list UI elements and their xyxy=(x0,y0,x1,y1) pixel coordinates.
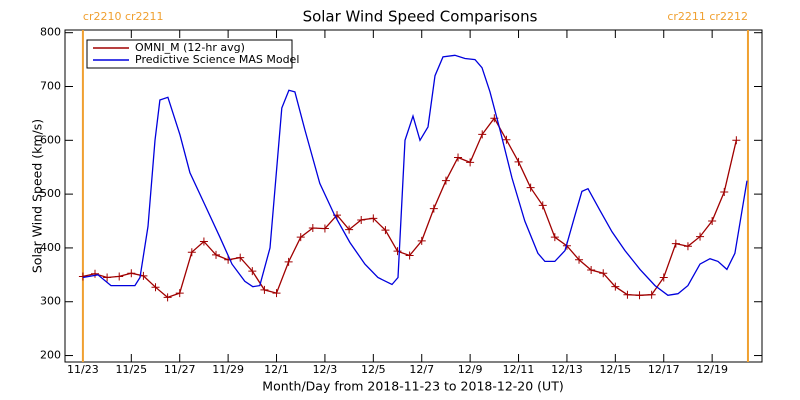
point-marker xyxy=(320,224,329,233)
x-axis-label: Month/Day from 2018-11-23 to 2018-12-20 … xyxy=(262,379,563,394)
x-tick-label: 12/3 xyxy=(313,363,338,376)
point-marker xyxy=(683,242,692,251)
point-marker xyxy=(659,273,668,282)
point-marker xyxy=(224,255,233,264)
point-marker xyxy=(296,233,305,242)
point-marker xyxy=(405,251,414,260)
series-line xyxy=(82,54,748,296)
y-tick-label: 400 xyxy=(40,241,61,254)
point-marker xyxy=(369,214,378,223)
x-tick-label: 12/1 xyxy=(264,363,289,376)
point-marker xyxy=(212,250,221,259)
carrington-label: cr2210 cr2211 xyxy=(83,10,164,23)
chart-title: Solar Wind Speed Comparisons xyxy=(303,8,538,26)
point-marker xyxy=(393,247,402,256)
point-marker xyxy=(502,135,511,144)
x-tick-label: 12/13 xyxy=(551,363,583,376)
point-marker xyxy=(623,290,632,299)
point-marker xyxy=(635,291,644,300)
y-tick-label: 700 xyxy=(40,79,61,92)
point-marker xyxy=(357,215,366,224)
point-marker xyxy=(587,265,596,274)
point-marker xyxy=(720,187,729,196)
point-marker xyxy=(696,232,705,241)
point-marker xyxy=(599,269,608,278)
y-tick-label: 300 xyxy=(40,295,61,308)
x-tick-label: 11/29 xyxy=(212,363,244,376)
point-marker xyxy=(151,283,160,292)
point-marker xyxy=(175,289,184,298)
point-marker xyxy=(526,183,535,192)
y-axis-label: Solar Wind Speed (km/s) xyxy=(30,119,45,273)
point-marker xyxy=(187,248,196,257)
x-tick-label: 12/19 xyxy=(696,363,728,376)
point-marker xyxy=(575,255,584,264)
point-marker xyxy=(284,257,293,266)
point-marker xyxy=(381,226,390,235)
point-marker xyxy=(429,204,438,213)
point-marker xyxy=(345,225,354,234)
point-marker xyxy=(163,293,172,302)
point-marker xyxy=(236,253,245,262)
point-marker xyxy=(91,269,100,278)
legend-label: Predictive Science MAS Model xyxy=(135,53,299,66)
x-tick-label: 11/27 xyxy=(164,363,196,376)
x-tick-label: 12/17 xyxy=(648,363,680,376)
x-tick-label: 11/25 xyxy=(115,363,147,376)
y-tick-label: 800 xyxy=(40,26,61,39)
point-marker xyxy=(199,237,208,246)
y-tick-label: 600 xyxy=(40,133,61,146)
point-marker xyxy=(478,130,487,139)
point-marker xyxy=(115,272,124,281)
point-marker xyxy=(708,217,717,226)
point-marker xyxy=(671,239,680,248)
point-marker xyxy=(441,176,450,185)
y-tick-label: 500 xyxy=(40,187,61,200)
series-line xyxy=(82,117,737,299)
point-marker xyxy=(248,267,257,276)
legend-label: OMNI_M (12-hr avg) xyxy=(135,41,245,54)
point-marker xyxy=(550,233,559,242)
x-tick-label: 12/15 xyxy=(599,363,631,376)
point-marker xyxy=(454,153,463,162)
x-tick-label: 12/11 xyxy=(503,363,535,376)
x-tick-label: 12/9 xyxy=(458,363,483,376)
y-tick-label: 200 xyxy=(40,349,61,362)
legend-box xyxy=(86,39,293,69)
plot-frame xyxy=(64,29,763,363)
x-tick-label: 12/5 xyxy=(361,363,386,376)
point-marker xyxy=(272,289,281,298)
point-marker xyxy=(260,285,269,294)
point-marker xyxy=(538,201,547,210)
point-marker xyxy=(127,269,136,278)
point-marker xyxy=(417,236,426,245)
point-marker xyxy=(647,290,656,299)
point-marker xyxy=(611,282,620,291)
point-marker xyxy=(466,158,475,167)
x-tick-label: 11/23 xyxy=(67,363,99,376)
carrington-label: cr2211 cr2212 xyxy=(667,10,748,23)
point-marker xyxy=(732,136,741,145)
x-tick-label: 12/7 xyxy=(409,363,434,376)
point-marker xyxy=(514,157,523,166)
point-marker xyxy=(103,273,112,282)
point-marker xyxy=(308,224,317,233)
